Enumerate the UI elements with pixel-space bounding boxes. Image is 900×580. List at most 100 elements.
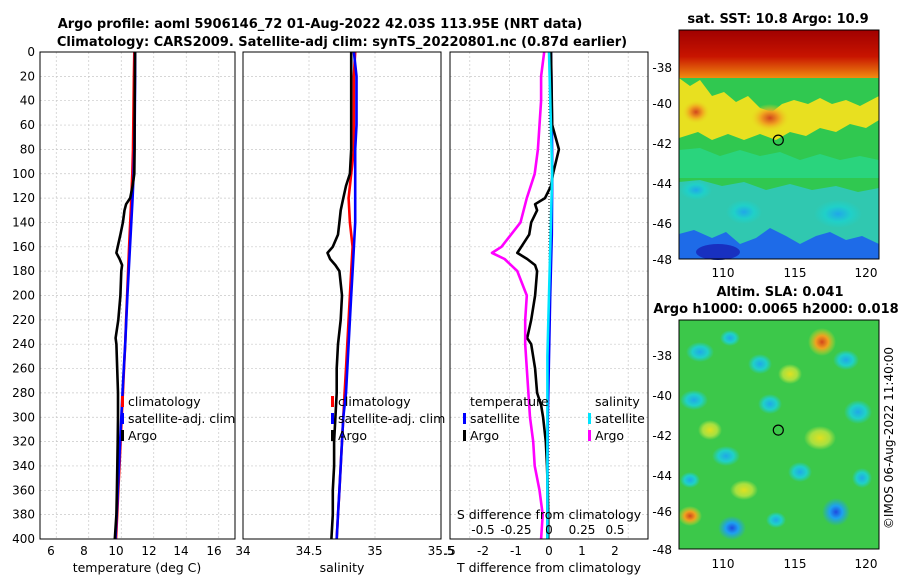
legend-swatch-argo (121, 430, 124, 441)
legend-label-s-satellite: satellite (595, 411, 645, 426)
legend-label-satellite-clim: satellite-adj. clim (128, 411, 235, 426)
tdiff-xtick-0: 0 (545, 544, 553, 558)
sal-legend-swatch-climatology (331, 396, 334, 407)
sst-xtick-120: 120 (855, 266, 878, 280)
t-difference-x-label: T difference from climatology (456, 560, 642, 575)
sla-high-4 (804, 426, 836, 450)
difference-legend: temperature satellite Argo salinity sate… (463, 394, 645, 443)
depth-ytick-0: 0 (27, 45, 35, 59)
legend-swatch-s-satellite (588, 413, 591, 424)
sla-low-14 (766, 512, 786, 528)
legend-label-t-argo: Argo (470, 428, 499, 443)
sal-xtick-35-5: 35.5 (428, 544, 455, 558)
legend-label-t-satellite: satellite (470, 411, 520, 426)
sst-cool-eddy-west (680, 180, 712, 200)
depth-ytick-120: 120 (12, 191, 35, 205)
sla-map-title: Altim. SLA: 0.041 (717, 285, 844, 300)
sst-ytick-m38: -38 (652, 61, 672, 75)
sal-xtick-34-5: 34.5 (296, 544, 323, 558)
tdiff-xtick-1: 1 (578, 544, 586, 558)
sla-low-13 (852, 468, 872, 488)
profile-line-2-1 (515, 51, 561, 539)
temperature-panel: 6 8 10 12 14 16 0 20 40 60 80 100 120 140 160 180… (12, 45, 236, 575)
sst-ytick-m40: -40 (652, 97, 672, 111)
sdiff-xtick-m0-25: -0.25 (500, 523, 531, 537)
sla-low-5 (680, 390, 708, 410)
sla-map-frame (678, 319, 880, 550)
sla-ytick-m44: -44 (652, 469, 672, 483)
depth-ytick-200: 200 (12, 289, 35, 303)
salinity-profiles (326, 51, 358, 540)
sla-low-12 (718, 516, 746, 540)
s-difference-x-label: S difference from climatology (457, 507, 642, 522)
sla-low-2 (720, 330, 740, 346)
sst-xtick-110: 110 (712, 266, 735, 280)
depth-ytick-400: 400 (12, 532, 35, 546)
sst-warm-band (679, 30, 879, 78)
sst-mid-band (679, 148, 879, 178)
depth-ytick-220: 220 (12, 313, 35, 327)
sla-high-2 (678, 506, 702, 526)
sla-ytick-m42: -42 (652, 429, 672, 443)
legend-label-climatology: climatology (128, 394, 201, 409)
sla-low-7 (844, 400, 872, 424)
depth-ytick-340: 340 (12, 459, 35, 473)
sla-low-9 (680, 472, 700, 488)
sst-cool-eddy-mid (726, 200, 762, 224)
depth-y-ticks: 0 20 40 60 80 100 120 140 160 180 200 220 240 260 280 3… (12, 45, 35, 546)
sla-low-1 (686, 342, 714, 362)
legend-temperature-title: temperature (470, 394, 549, 409)
sla-low-11 (822, 498, 850, 526)
legend-label-s-argo: Argo (595, 428, 624, 443)
depth-ytick-380: 380 (12, 508, 35, 522)
depth-ytick-140: 140 (12, 215, 35, 229)
difference-profiles (490, 51, 561, 540)
sla-ytick-m46: -46 (652, 505, 672, 519)
sla-high-3 (730, 480, 758, 500)
figure-title-line2: Climatology: CARS2009. Satellite-adj cli… (57, 35, 627, 50)
temperature-x-ticks: 6 8 10 12 14 16 (47, 544, 221, 558)
depth-ytick-40: 40 (20, 94, 35, 108)
depth-ytick-60: 60 (20, 118, 35, 132)
sdiff-xtick-0: 0 (545, 523, 553, 537)
depth-ytick-320: 320 (12, 435, 35, 449)
temp-xtick-10: 10 (108, 544, 123, 558)
sla-heatmap-image (678, 320, 879, 549)
sla-xtick-120: 120 (855, 557, 878, 571)
sst-map-frame (678, 29, 880, 260)
sla-map-panel: Altim. SLA: 0.041 Argo h1000: 0.0065 h20… (652, 285, 898, 571)
sla-map-subtitle: Argo h1000: 0.0065 h2000: 0.018 (653, 302, 898, 317)
imos-credit: ©IMOS 06-Aug-2022 11:40:00 (882, 347, 896, 529)
depth-ytick-360: 360 (12, 483, 35, 497)
legend-label-argo: Argo (128, 428, 157, 443)
temperature-legend: climatology satellite-adj. clim Argo (121, 394, 235, 443)
figure-title-line1: Argo profile: aoml 5906146_72 01-Aug-202… (58, 17, 583, 32)
tdiff-xtick-left-edge: .5 (444, 544, 455, 558)
tdiff-xtick-2: 2 (611, 544, 619, 558)
sst-cold-patch (696, 244, 740, 260)
depth-ytick-20: 20 (20, 69, 35, 83)
profile-line-0-2 (113, 51, 137, 540)
sal-legend-swatch-satellite-clim (331, 413, 334, 424)
sal-legend-label-climatology: climatology (338, 394, 411, 409)
sla-low-10 (788, 462, 812, 482)
temp-xtick-16: 16 (206, 544, 221, 558)
sst-warm-patch-west (682, 100, 710, 124)
legend-swatch-t-satellite (463, 413, 466, 424)
temp-xtick-14: 14 (173, 544, 188, 558)
legend-swatch-s-argo (588, 430, 591, 441)
sla-argo-location-marker (772, 424, 784, 436)
temp-xtick-12: 12 (141, 544, 156, 558)
sla-high-6 (778, 364, 802, 384)
tdiff-xtick-m2: -2 (477, 544, 489, 558)
sal-legend-label-argo: Argo (338, 428, 367, 443)
sla-low-8 (712, 446, 740, 466)
legend-salinity-title: salinity (595, 394, 640, 409)
sdiff-xtick-0-25: 0.25 (569, 523, 596, 537)
sst-xtick-115: 115 (784, 266, 807, 280)
difference-panel: .5 -2 -1 0 1 2 T difference from climato… (444, 51, 649, 575)
temp-xtick-6: 6 (47, 544, 55, 558)
sla-xtick-110: 110 (712, 557, 735, 571)
